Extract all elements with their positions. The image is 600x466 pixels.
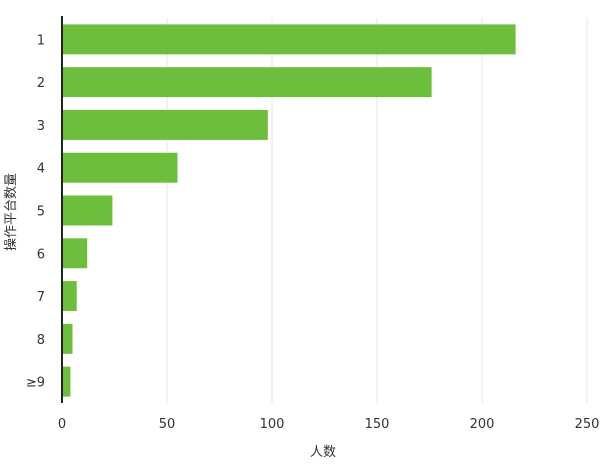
- bar-7: [62, 281, 77, 312]
- x-tick-label: 200: [470, 417, 495, 432]
- y-tick-label: ≥9: [26, 376, 45, 391]
- x-tick-label: 100: [260, 417, 285, 432]
- y-tick-label: 8: [37, 333, 45, 348]
- y-axis-title: 操作平台数量: [3, 173, 19, 251]
- y-tick-label: 7: [37, 290, 45, 305]
- x-tick-label: 0: [58, 417, 66, 432]
- y-tick-labels: 1 2 3 4 5 6 7 8 ≥9: [26, 33, 45, 390]
- x-tick-labels: 0 50 100 150 200 250: [58, 417, 600, 432]
- bars: [62, 24, 516, 397]
- x-tick-label: 250: [575, 417, 600, 432]
- bar-1: [62, 24, 516, 55]
- y-tick-label: 2: [37, 76, 45, 91]
- y-tick-label: 3: [37, 119, 45, 134]
- y-tick-label: 5: [37, 205, 45, 220]
- x-axis-title: 人数: [310, 445, 336, 460]
- bar-6: [62, 238, 88, 269]
- bar-2: [62, 67, 432, 98]
- x-tick-label: 50: [159, 417, 176, 432]
- bar-9: [62, 366, 71, 397]
- y-tick-label: 1: [37, 33, 45, 48]
- x-tick-label: 150: [365, 417, 390, 432]
- y-tick-label: 4: [37, 162, 45, 177]
- bar-8: [62, 323, 73, 354]
- bar-5: [62, 195, 113, 226]
- y-tick-label: 6: [37, 247, 45, 262]
- bar-4: [62, 152, 178, 183]
- bar-3: [62, 109, 268, 140]
